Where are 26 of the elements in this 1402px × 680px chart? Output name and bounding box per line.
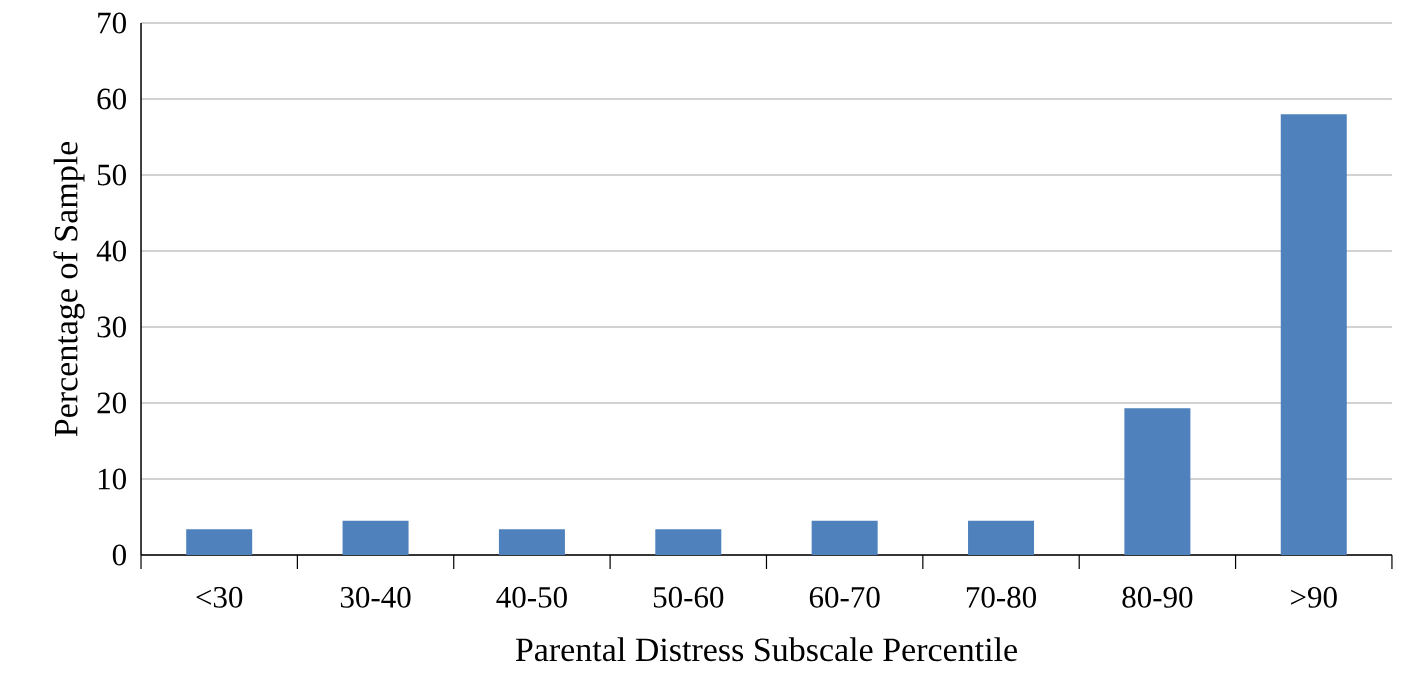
x-tick-label: <30: [196, 586, 243, 608]
x-tick-label: >90: [1291, 586, 1337, 608]
y-tick-label: 30: [97, 316, 126, 338]
bar: [498, 529, 565, 555]
y-tick-label: 50: [97, 164, 126, 186]
bar: [811, 520, 878, 555]
x-tick-label: 30-40: [340, 586, 411, 608]
x-tick-label: 70-80: [966, 586, 1036, 608]
x-axis-title: Parental Distress Subscale Percentile: [515, 637, 1017, 662]
bar: [186, 529, 253, 555]
bar: [1280, 114, 1347, 555]
x-tick-label: 60-70: [809, 586, 880, 608]
y-tick-label: 60: [97, 88, 126, 110]
bar: [1124, 408, 1191, 555]
bar: [968, 520, 1035, 555]
x-tick-label: 50-60: [653, 586, 724, 608]
y-tick-label: 40: [96, 240, 126, 262]
x-tick-label: 80-90: [1122, 586, 1193, 608]
bar: [342, 520, 409, 555]
y-tick-label: 20: [97, 392, 126, 414]
y-axis-title: Percentage of Sample: [53, 141, 85, 437]
y-tick-label: 70: [98, 12, 126, 34]
x-tick-label: 40-50: [496, 586, 567, 608]
y-tick-label: 10: [98, 468, 126, 490]
y-tick-label: 0: [112, 544, 126, 566]
bar: [655, 529, 722, 555]
